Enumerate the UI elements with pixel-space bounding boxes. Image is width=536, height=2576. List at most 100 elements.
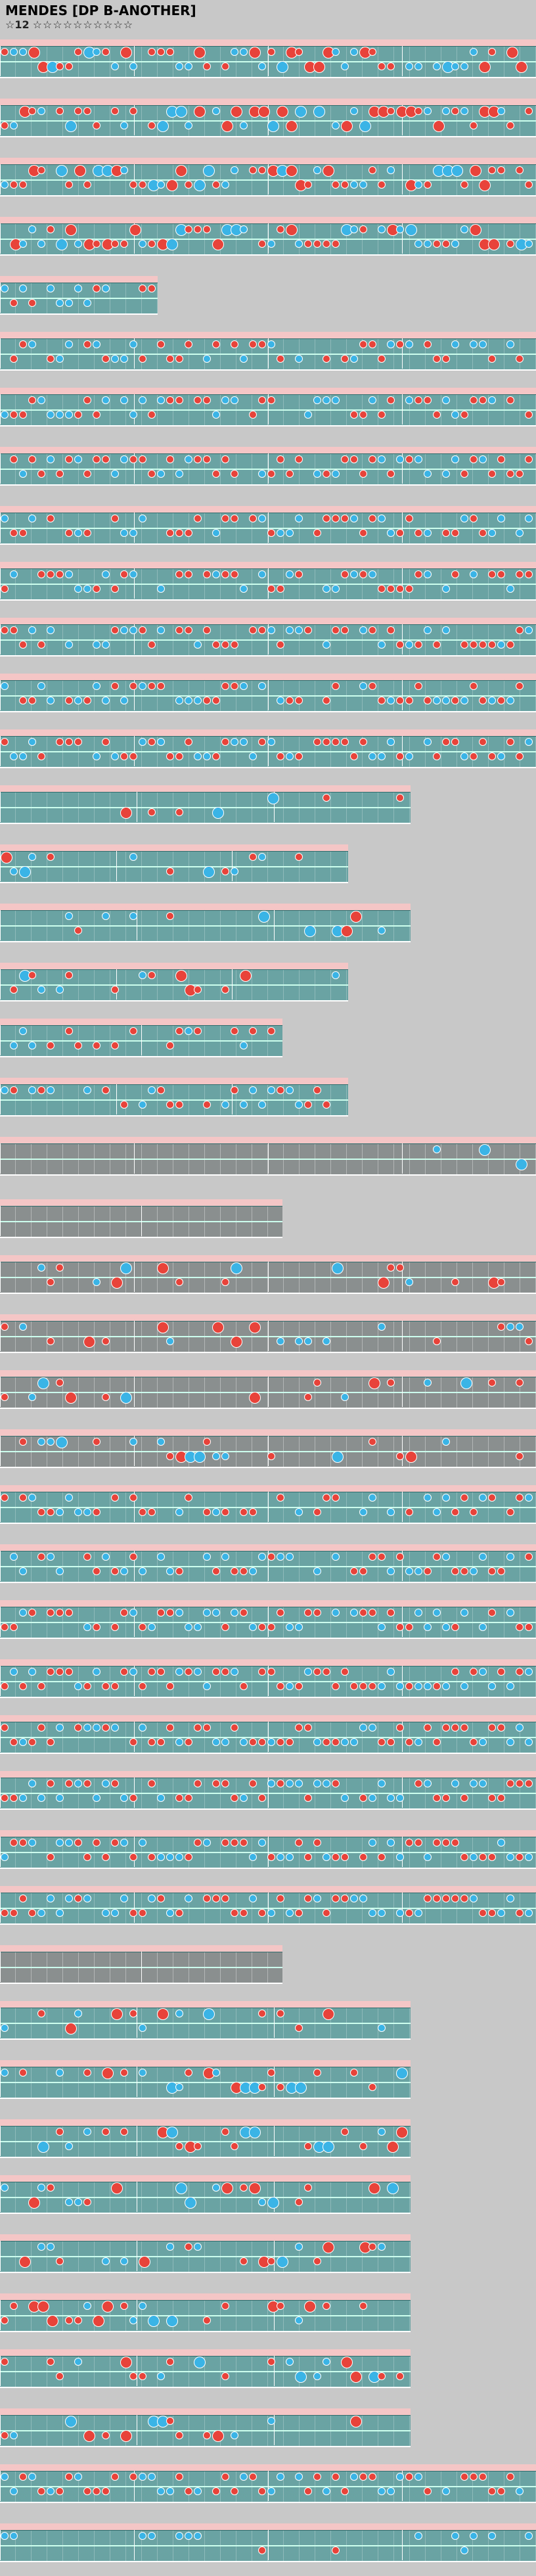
note (378, 1780, 386, 1787)
note (460, 697, 468, 704)
note (525, 626, 533, 634)
note (37, 470, 45, 478)
note (350, 2416, 362, 2427)
chart-row (0, 2175, 411, 2214)
note (166, 239, 178, 250)
measure-line (0, 1262, 1, 1292)
note (212, 2069, 220, 2077)
note (93, 1567, 100, 1575)
note (65, 529, 73, 537)
note (460, 1567, 468, 1575)
note (368, 515, 376, 522)
note (368, 1839, 376, 1847)
note (424, 181, 432, 189)
note (175, 1567, 183, 1575)
note (102, 641, 110, 649)
note (28, 1909, 36, 1917)
note (516, 1853, 524, 1861)
row-band (0, 1429, 536, 1436)
note (65, 299, 73, 307)
note (396, 1682, 404, 1690)
note (93, 1042, 100, 1049)
note (129, 455, 137, 463)
note (47, 1086, 55, 1094)
note (83, 2430, 95, 2442)
note (10, 1668, 18, 1676)
note (313, 2069, 321, 2077)
note (19, 1438, 27, 1446)
chart-row (0, 1078, 348, 1116)
note (313, 1379, 321, 1387)
note (102, 48, 110, 56)
note (56, 2257, 64, 2265)
note (28, 1086, 36, 1094)
note (405, 1278, 413, 1286)
note (249, 1623, 257, 1631)
note (424, 1780, 432, 1787)
row-band (0, 2293, 411, 2300)
measure-line (0, 2415, 1, 2445)
note (203, 2008, 215, 2020)
note (396, 340, 404, 348)
note (414, 455, 422, 463)
note (267, 585, 275, 593)
note (28, 515, 36, 522)
note (65, 2198, 73, 2206)
note (479, 340, 487, 348)
lane-bar (0, 792, 411, 824)
note (93, 240, 100, 248)
row-band (0, 2001, 411, 2008)
row-band (0, 1019, 282, 1025)
note (451, 1724, 459, 1732)
note (221, 1780, 229, 1787)
note (203, 455, 211, 463)
note (129, 853, 137, 861)
row-band (0, 1485, 536, 1492)
note (359, 626, 367, 634)
note (185, 738, 192, 746)
note (65, 224, 77, 236)
note (157, 1668, 165, 1676)
note (451, 1623, 459, 1631)
note (221, 2473, 229, 2481)
note (258, 2083, 266, 2091)
note (1, 515, 9, 522)
chart-row (0, 785, 411, 824)
note (129, 2372, 137, 2380)
chart-row (0, 1255, 536, 1294)
note (47, 1508, 55, 1516)
note (175, 470, 183, 478)
note (56, 738, 64, 746)
note (83, 1336, 95, 1348)
note (240, 585, 248, 593)
note (157, 2008, 169, 2020)
row-band (0, 904, 411, 910)
note (359, 1682, 367, 1690)
measure-line (232, 969, 233, 1000)
note (506, 697, 514, 704)
note (304, 2301, 316, 2312)
note (350, 2371, 362, 2383)
measure-line (134, 2471, 135, 2501)
chart-row (0, 904, 411, 942)
note (56, 165, 68, 177)
note (497, 515, 505, 522)
note (295, 2082, 307, 2094)
note (148, 1738, 156, 1746)
note (28, 1738, 36, 1746)
note (405, 585, 413, 593)
note (111, 2008, 123, 2020)
note (332, 585, 340, 593)
note (442, 1895, 450, 1902)
note (378, 1738, 386, 1746)
note (28, 47, 40, 58)
measure-line (134, 105, 135, 135)
row-band (0, 217, 536, 223)
note (359, 738, 367, 746)
note (332, 515, 340, 522)
note (497, 1668, 505, 1676)
note (157, 2487, 165, 2495)
note (1, 411, 9, 419)
note (120, 2430, 132, 2442)
note (249, 1853, 257, 1861)
